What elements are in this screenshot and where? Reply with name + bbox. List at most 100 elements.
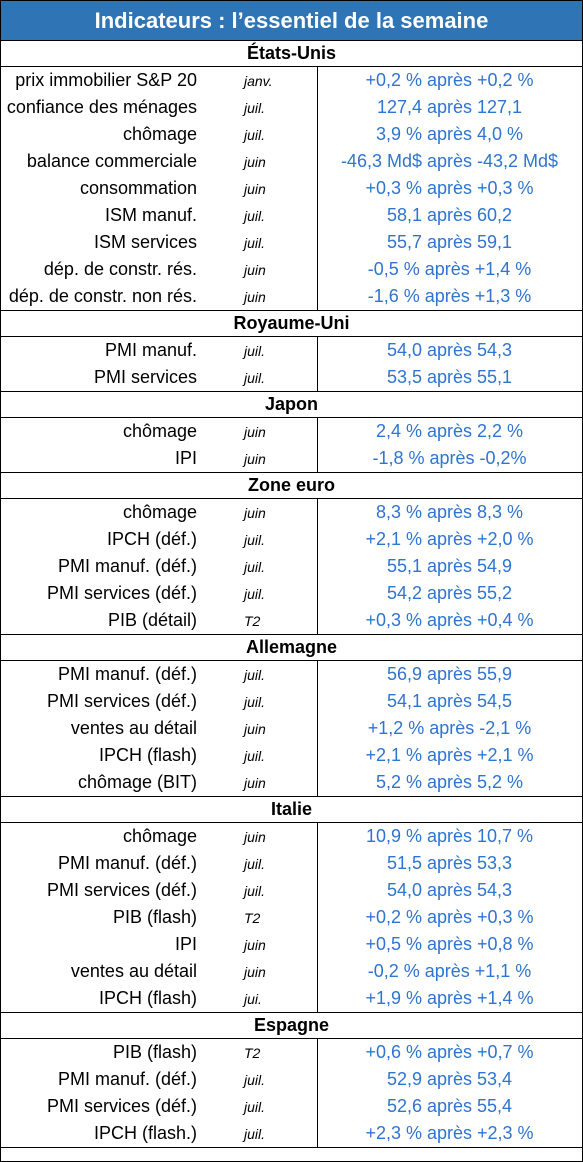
indicator-cell: IPCH (flash) <box>98 988 197 1008</box>
table-row: IPCH (flash) jui. +1,9 % après +1,4 % <box>1 985 582 1012</box>
period-cell: juil. <box>244 1125 266 1142</box>
value-cell: 127,4 après 127,1 <box>376 97 523 117</box>
indicator-cell: ISM manuf. <box>104 205 197 225</box>
section-header: Espagne <box>1 1013 582 1039</box>
value-cell: -0,5 % après +1,4 % <box>367 259 532 279</box>
value-cell: +1,2 % après -2,1 % <box>367 718 532 738</box>
period-cell: juil. <box>244 1071 266 1088</box>
period-cell: juin <box>244 936 266 953</box>
indicator-cell: IPI <box>174 448 197 468</box>
section-header: Italie <box>1 797 582 823</box>
value-cell: 53,5 après 55,1 <box>386 367 513 387</box>
table-row: dép. de constr. rés. juin -0,5 % après +1,… <box>1 256 582 283</box>
period-cell: juil. <box>244 693 266 710</box>
table-row: PMI manuf. juil. 54,0 après 54,3 <box>1 337 582 364</box>
table-row: IPCH (flash) juil. +2,1 % après +2,1 % <box>1 742 582 769</box>
value-cell: +2,1 % après +2,1 % <box>365 745 534 765</box>
indicator-cell: PMI services (déf.) <box>46 691 197 711</box>
indicator-cell: PMI services (déf.) <box>46 583 197 603</box>
indicator-cell: PMI services <box>93 367 197 387</box>
value-cell: +1,9 % après +1,4 % <box>365 988 534 1008</box>
section-body: chômage juin 2,4 % après 2,2 % IPI juin -1,8 … <box>1 418 582 473</box>
indicator-cell: chômage <box>122 124 197 144</box>
period-cell: juin <box>244 423 266 440</box>
column-divider <box>317 499 318 634</box>
value-cell: 54,2 après 55,2 <box>386 583 513 603</box>
indicator-cell: PIB (détail) <box>107 610 197 630</box>
value-cell: 52,6 après 55,4 <box>386 1096 513 1116</box>
table-row: PMI manuf. (déf.) juil. 55,1 après 54,9 <box>1 553 582 580</box>
indicator-cell: PMI manuf. (déf.) <box>57 853 197 873</box>
table-row: PIB (détail) T2 +0,3 % après +0,4 % <box>1 607 582 634</box>
period-cell: janv. <box>244 72 273 89</box>
value-cell: +2,3 % après +2,3 % <box>365 1123 534 1143</box>
table-title: Indicateurs : l’essentiel de la semaine <box>1 0 582 41</box>
table-row: ISM manuf. juil. 58,1 après 60,2 <box>1 202 582 229</box>
period-cell: juil. <box>244 585 266 602</box>
value-cell: 3,9 % après 4,0 % <box>375 124 524 144</box>
period-cell: juil. <box>244 666 266 683</box>
column-divider <box>317 1039 318 1147</box>
column-divider <box>317 67 318 310</box>
table-row: PMI manuf. (déf.) juil. 56,9 après 55,9 <box>1 661 582 688</box>
table-row: PMI services (déf.) juil. 52,6 après 55,4 <box>1 1093 582 1120</box>
value-cell: 54,1 après 54,5 <box>386 691 513 711</box>
column-divider <box>317 418 318 472</box>
period-cell: juil. <box>244 234 266 251</box>
table-row: prix immobilier S&P 20 janv. +0,2 % après … <box>1 67 582 94</box>
table-row: balance commerciale juin -46,3 Md$ après -… <box>1 148 582 175</box>
section-body: chômage juin 10,9 % après 10,7 % PMI manuf.… <box>1 823 582 1013</box>
value-cell: -0,2 % après +1,1 % <box>367 961 532 981</box>
column-divider <box>317 337 318 391</box>
table-row: IPI juin -1,8 % après -0,2% <box>1 445 582 472</box>
indicator-cell: ventes au détail <box>70 718 197 738</box>
indicator-cell: ISM services <box>93 232 197 252</box>
table-row: chômage juin 8,3 % après 8,3 % <box>1 499 582 526</box>
indicator-cell: PMI manuf. (déf.) <box>57 664 197 684</box>
period-cell: juil. <box>244 558 266 575</box>
table-row: chômage juil. 3,9 % après 4,0 % <box>1 121 582 148</box>
section-header: États-Unis <box>1 41 582 67</box>
indicator-cell: chômage <box>122 826 197 846</box>
period-cell: juil. <box>244 99 266 116</box>
period-cell: T2 <box>244 909 261 926</box>
indicator-cell: dép. de constr. non rés. <box>8 286 197 306</box>
period-cell: juil. <box>244 369 266 386</box>
table-row: dép. de constr. non rés. juin -1,6 % après… <box>1 283 582 310</box>
period-cell: juil. <box>244 531 266 548</box>
indicator-cell: chômage <box>122 421 197 441</box>
section-body: PMI manuf. juil. 54,0 après 54,3 PMI servic… <box>1 337 582 392</box>
indicator-cell: PIB (flash) <box>112 907 197 927</box>
table-row: PMI services (déf.) juil. 54,1 après 54,5 <box>1 688 582 715</box>
period-cell: juin <box>244 963 266 980</box>
table-row: confiance des ménages juil. 127,4 après 12… <box>1 94 582 121</box>
period-cell: juil. <box>244 747 266 764</box>
table-row: PIB (flash) T2 +0,6 % après +0,7 % <box>1 1039 582 1066</box>
period-cell: juin <box>244 450 266 467</box>
value-cell: 56,9 après 55,9 <box>386 664 513 684</box>
value-cell: 10,9 % après 10,7 % <box>365 826 534 846</box>
period-cell: juin <box>244 504 266 521</box>
table-row: IPCH (flash.) juil. +2,3 % après +2,3 % <box>1 1120 582 1147</box>
period-cell: juin <box>244 261 266 278</box>
period-cell: juil. <box>244 855 266 872</box>
value-cell: 5,2 % après 5,2 % <box>375 772 524 792</box>
value-cell: 54,0 après 54,3 <box>386 880 513 900</box>
period-cell: juil. <box>244 207 266 224</box>
indicator-cell: consommation <box>79 178 197 198</box>
column-divider <box>317 661 318 796</box>
value-cell: +2,1 % après +2,0 % <box>365 529 534 549</box>
value-cell: 54,0 après 54,3 <box>386 340 513 360</box>
table-row: chômage juin 2,4 % après 2,2 % <box>1 418 582 445</box>
section-header: Zone euro <box>1 473 582 499</box>
indicator-cell: PMI manuf. <box>104 340 197 360</box>
table-row: PMI services juil. 53,5 après 55,1 <box>1 364 582 391</box>
value-cell: 2,4 % après 2,2 % <box>375 421 524 441</box>
indicator-cell: ventes au détail <box>70 961 197 981</box>
section-header: Royaume-Uni <box>1 311 582 337</box>
period-cell: juil. <box>244 126 266 143</box>
period-cell: juil. <box>244 1098 266 1115</box>
table-row: PMI manuf. (déf.) juil. 51,5 après 53,3 <box>1 850 582 877</box>
value-cell: 51,5 après 53,3 <box>386 853 513 873</box>
section-body: chômage juin 8,3 % après 8,3 % IPCH (déf.) j… <box>1 499 582 635</box>
